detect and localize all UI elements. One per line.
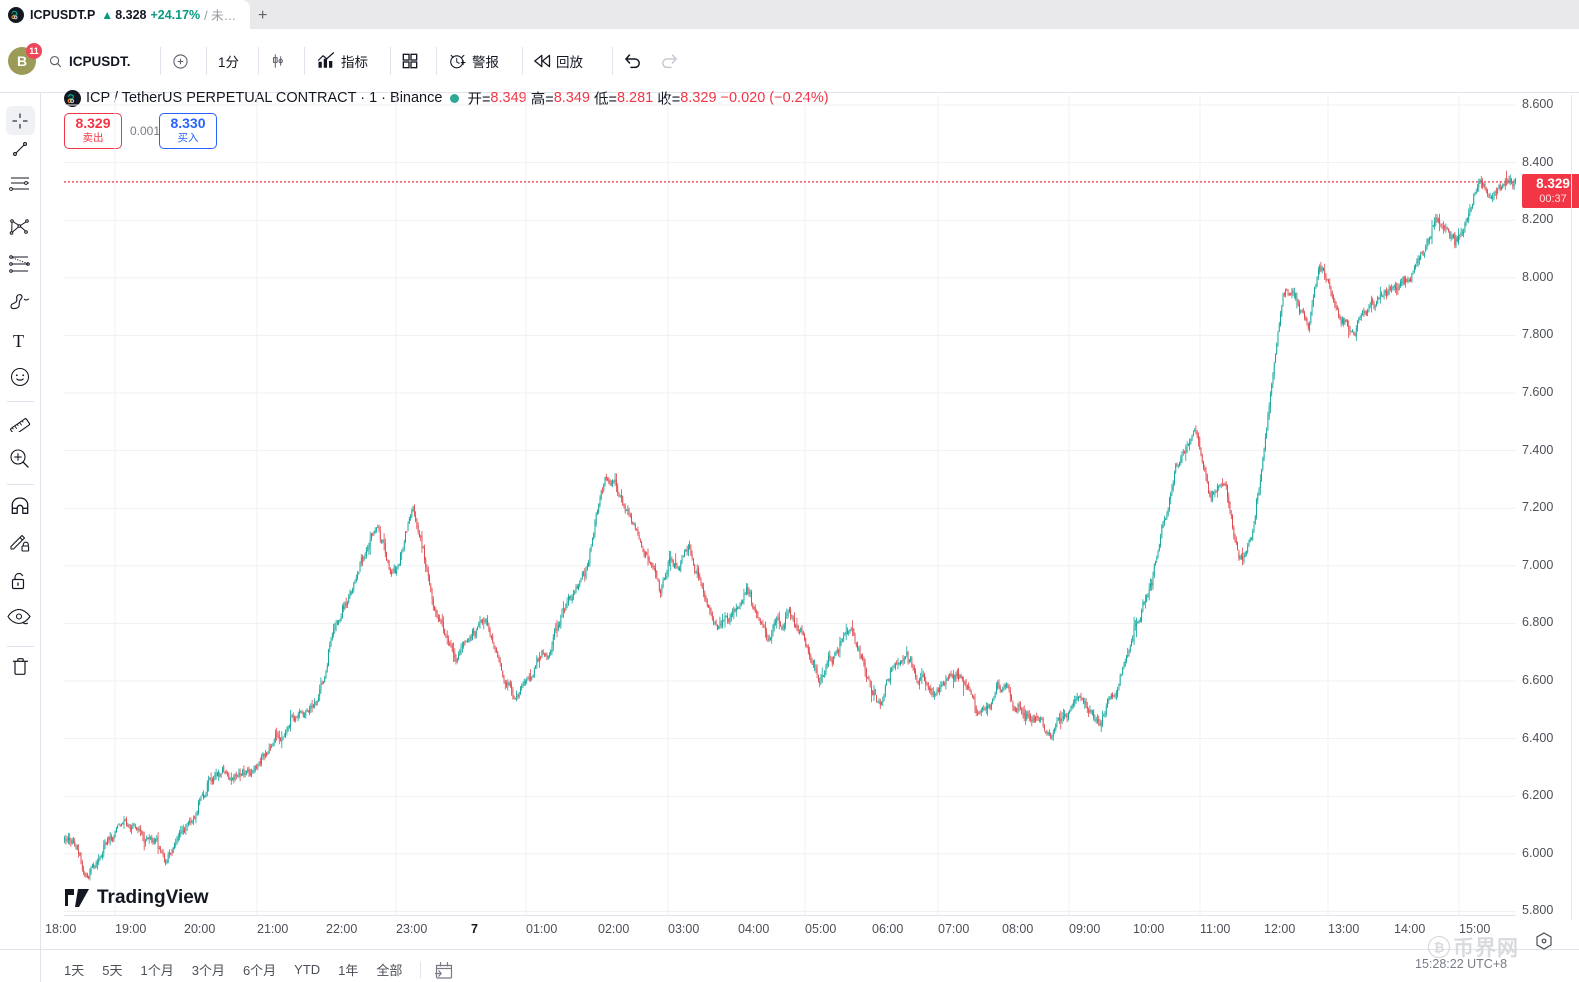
svg-text:₿: ₿	[1434, 940, 1445, 955]
